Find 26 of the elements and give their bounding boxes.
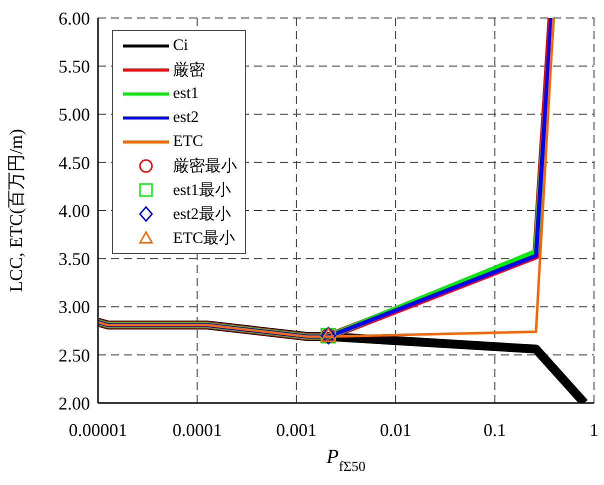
x-tick-label: 0.0001	[172, 420, 222, 440]
y-tick-label: 5.50	[58, 56, 90, 77]
x-tick-label: 0.1	[484, 420, 506, 440]
x-tick-label: 0.001	[276, 420, 317, 440]
legend-label: Ci	[173, 37, 188, 55]
legend-label: est1	[173, 85, 199, 103]
x-tick-label: 0.00001	[68, 420, 128, 440]
y-tick-label: 3.00	[58, 297, 90, 318]
legend-label: est1最小	[173, 180, 231, 200]
legend-label: est2	[173, 109, 199, 127]
y-tick-label: 2.00	[58, 393, 90, 414]
y-tick-label: 5.00	[58, 104, 90, 125]
y-tick-label: 6.00	[58, 8, 90, 28]
x-tick-label: 1	[590, 420, 598, 440]
y-tick-label: 3.50	[58, 249, 90, 270]
y-axis-title: LCC, ETC(百万円/m)	[6, 129, 26, 292]
y-tick-label: 4.50	[58, 152, 90, 173]
y-tick-label: 2.50	[58, 345, 90, 366]
legend-label: 厳密	[173, 60, 205, 80]
x-axis-title: P$_{fΣ50}$	[325, 446, 366, 474]
y-tick-label: 4.00	[58, 200, 90, 221]
legend-label: 厳密最小	[173, 156, 237, 176]
legend-label: est2最小	[173, 204, 231, 224]
x-tick-label: 0.01	[380, 420, 412, 440]
legend-label: ETC最小	[173, 228, 236, 248]
legend-label: ETC	[173, 133, 204, 151]
